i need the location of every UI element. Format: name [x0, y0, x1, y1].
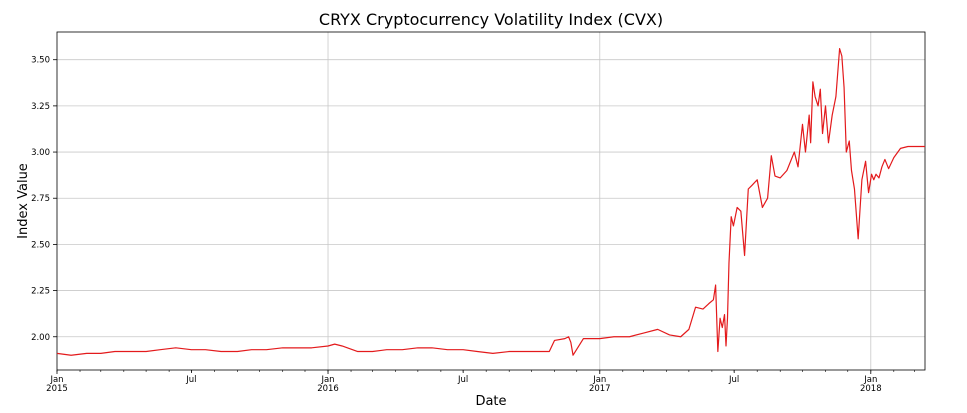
x-tick-year-label: 2018 — [860, 384, 882, 394]
y-tick-label: 3.25 — [31, 102, 50, 112]
x-tick-year-label: 2015 — [46, 384, 68, 394]
x-tick-year-label: 2017 — [589, 384, 611, 394]
plot-frame — [56, 31, 926, 371]
x-tick-label: Jan — [49, 375, 63, 385]
x-axis-label: Date — [475, 394, 506, 409]
x-tick-label: Jul — [185, 375, 196, 385]
y-axis-label: Index Value — [16, 163, 31, 239]
y-tick-label: 2.50 — [31, 240, 50, 250]
x-tick-label: Jan — [320, 375, 334, 385]
grid-layer — [57, 32, 925, 370]
x-tick-year-label: 2016 — [317, 384, 339, 394]
tick-layer: 2.002.252.502.753.003.253.50Jan2015Jan20… — [31, 56, 915, 394]
chart-title: CRYX Cryptocurrency Volatility Index (CV… — [319, 10, 663, 29]
cvx-series-line — [56, 48, 925, 356]
y-tick-label: 2.25 — [31, 287, 50, 297]
x-tick-label: Jan — [592, 375, 606, 385]
y-tick-label: 2.00 — [31, 333, 50, 343]
y-tick-label: 3.50 — [31, 56, 50, 66]
y-tick-label: 3.00 — [31, 148, 50, 158]
y-tick-label: 2.75 — [31, 194, 50, 204]
x-tick-label: Jan — [863, 375, 877, 385]
series-layer — [56, 48, 925, 356]
x-tick-label: Jul — [457, 375, 468, 385]
x-tick-label: Jul — [728, 375, 739, 385]
